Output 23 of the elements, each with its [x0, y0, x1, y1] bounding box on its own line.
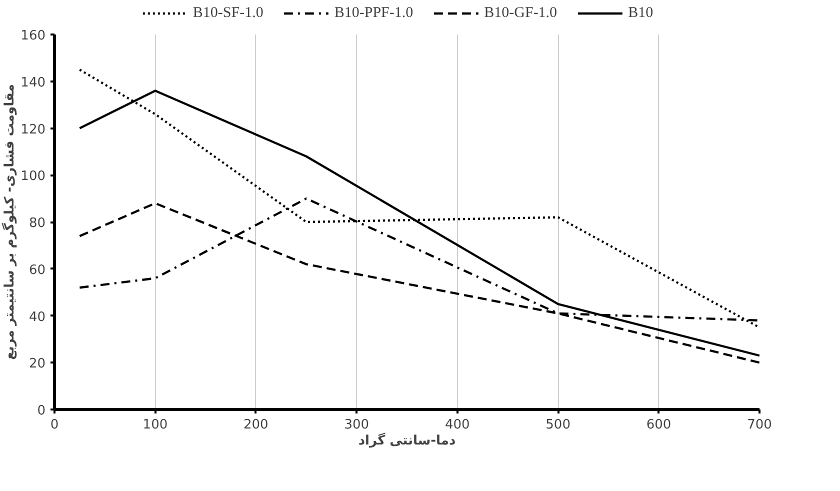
x-tick-label: 400: [444, 418, 470, 432]
y-tick-label: 20: [28, 356, 46, 372]
y-tick-label: 120: [20, 122, 46, 138]
y-tick-label: 80: [28, 216, 46, 231]
x-tick-label: 0: [50, 418, 59, 432]
y-axis-title: مقاومت فشاری- کیلوگرم بر سانتیمتر مربع: [2, 84, 18, 360]
legend-label: B10-PPF-1.0: [334, 4, 414, 22]
x-tick-label: 100: [142, 418, 168, 432]
y-tick-label: 100: [20, 169, 46, 184]
x-tick-label: 700: [747, 418, 772, 432]
x-tick-label: 500: [546, 418, 570, 432]
x-tick-label: 600: [646, 418, 672, 432]
legend-label: B10-GF-1.0: [484, 4, 558, 22]
y-tick-label: 0: [37, 404, 46, 418]
y-tick-label: 160: [20, 28, 46, 44]
x-tick-label: 200: [244, 418, 268, 432]
legend-label: B10-SF-1.0: [192, 4, 264, 22]
y-tick-label: 40: [28, 310, 46, 325]
x-tick-label: 300: [344, 418, 370, 432]
legend-label: B10: [628, 4, 654, 22]
y-tick-label: 60: [28, 262, 46, 278]
x-axis-title: دما-سانتی گراد: [358, 432, 456, 448]
y-tick-label: 140: [20, 75, 46, 90]
